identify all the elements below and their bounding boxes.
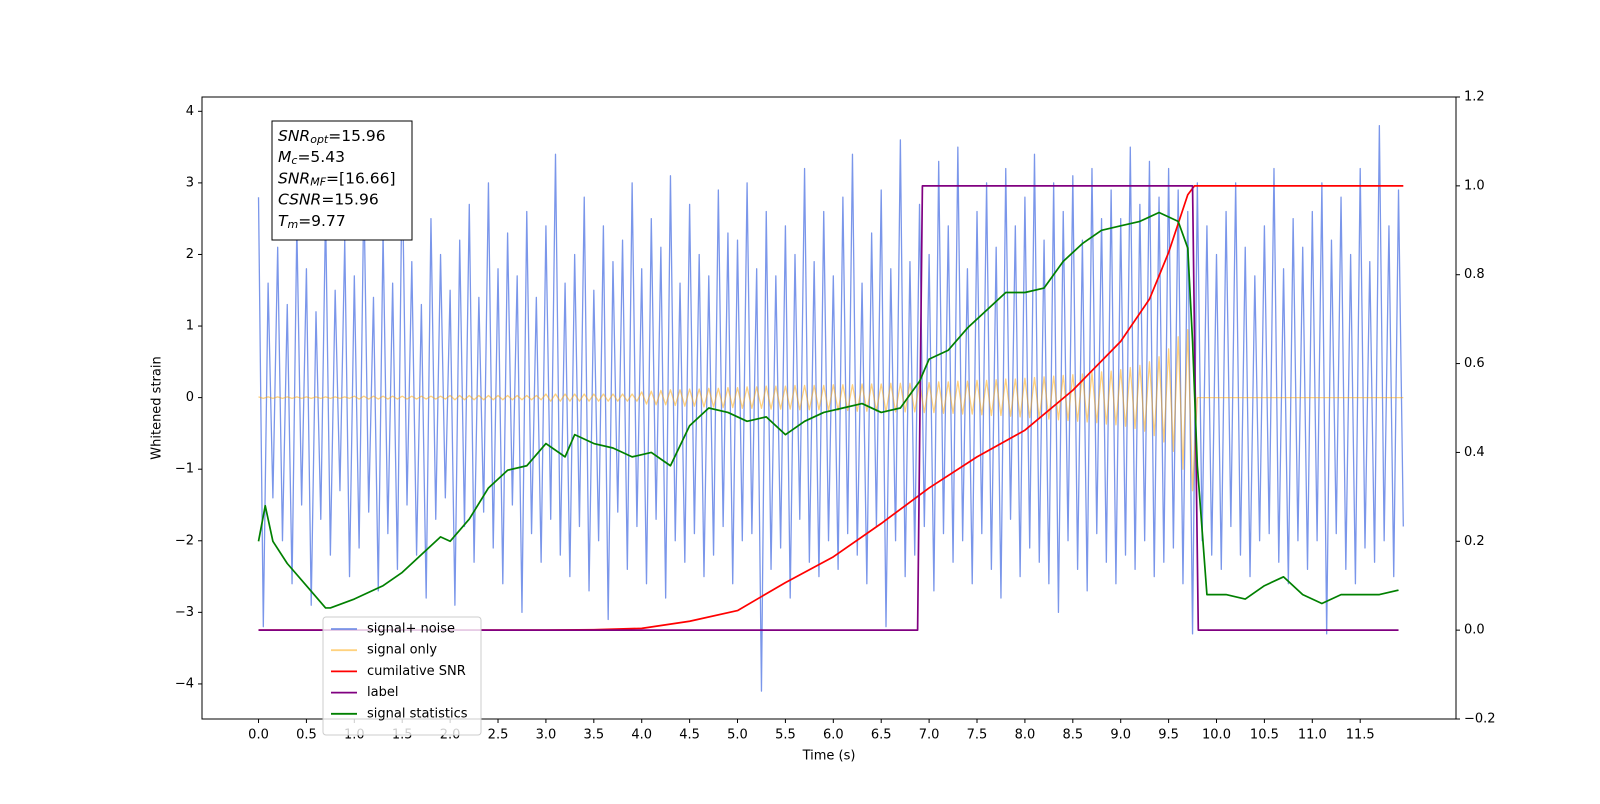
x-tick-label: 8.0 [1015,728,1036,743]
x-tick-label: 10.5 [1250,728,1279,743]
annotation-symbol: SNR [278,127,310,145]
legend-box [322,616,482,736]
x-tick-label: 6.5 [871,728,892,743]
y-tick-label: 1 [186,319,194,334]
x-tick-label: 0.0 [248,728,269,743]
x-tick-label: 5.5 [775,728,796,743]
annotation-value: =5.43 [297,148,345,166]
annotation-value: =15.96 [321,190,378,208]
x-tick-label: 9.0 [1110,728,1131,743]
annotation-line: Tm=9.77 [278,211,346,231]
legend-label: signal only [367,643,437,658]
legend-label: label [367,685,398,700]
x-tick-label: 7.5 [967,728,988,743]
x-tick-label: 6.0 [823,728,844,743]
annotation-symbol: SNR [278,169,310,187]
y2-tick-label: 0.6 [1464,356,1485,371]
y-tick-label: 3 [186,175,194,190]
x-tick-label: 3.5 [583,728,604,743]
x-axis-label: Time (s) [802,749,856,764]
y-tick-label: −4 [175,676,194,691]
legend: signal+ noise signal only cumilative SNR la… [322,616,482,736]
y-tick-label: 2 [186,247,194,262]
y2-tick-label: 0.0 [1464,623,1485,638]
x-tick-label: 5.0 [727,728,748,743]
legend-label: signal statistics [367,706,468,721]
x-tick-label: 2.5 [488,728,509,743]
x-tick-label: 3.0 [536,728,557,743]
annotation-line: SNRopt=15.96 [278,127,386,147]
annotation-line: CSNR=15.96 [278,190,379,208]
y2-tick-label: 0.8 [1464,267,1485,282]
annotation-box [271,120,413,241]
y2-tick-label: −0.2 [1464,712,1496,727]
annotation-value: =[16.66] [326,169,395,187]
annotation-symbol: T [278,211,289,229]
y-tick-label: −1 [175,462,194,477]
x-tick-label: 7.0 [919,728,940,743]
axes-frame [201,96,1457,720]
series-line [258,328,1404,492]
annotation-subscript: c [291,154,297,167]
series-line [257,211,1399,609]
annotation-symbol: CSNR [278,190,321,208]
legend-label: signal+ noise [367,622,455,637]
annotation-subscript: MF [310,175,326,188]
x-tick-label: 4.0 [631,728,652,743]
x-tick-label: 11.5 [1346,728,1375,743]
y-axis-label: Whitened strain [150,356,165,459]
y-tick-label: 0 [186,390,194,405]
annotation-line: SNRMF=[16.66] [278,169,396,189]
y2-tick-label: 1.2 [1464,90,1485,105]
y2-tick-label: 1.0 [1464,178,1485,193]
x-tick-label: 8.5 [1062,728,1083,743]
x-tick-label: 11.0 [1298,728,1327,743]
annotation-subscript: m [287,218,298,231]
legend-label: cumilative SNR [367,664,466,679]
annotation-value: =9.77 [298,211,346,229]
x-tick-label: 4.5 [679,728,700,743]
x-tick-label: 0.5 [296,728,317,743]
y2-tick-label: 0.4 [1464,445,1485,460]
annotation-line: Mc=5.43 [278,148,345,168]
y-tick-label: 4 [186,104,194,119]
x-tick-label: 9.5 [1158,728,1179,743]
y-tick-label: −3 [175,605,194,620]
annotation: SNRopt=15.96Mc=5.43SNRMF=[16.66]CSNR=15.… [271,120,413,241]
x-tick-label: 10.0 [1202,728,1231,743]
annotation-value: =15.96 [328,127,385,145]
annotation-subscript: opt [310,133,329,146]
y2-tick-label: 0.2 [1464,534,1485,549]
y-tick-label: −2 [175,533,194,548]
plot-area [257,124,1404,692]
series-line [258,185,1399,631]
series-line [257,124,1404,692]
annotation-symbol: M [278,148,291,166]
